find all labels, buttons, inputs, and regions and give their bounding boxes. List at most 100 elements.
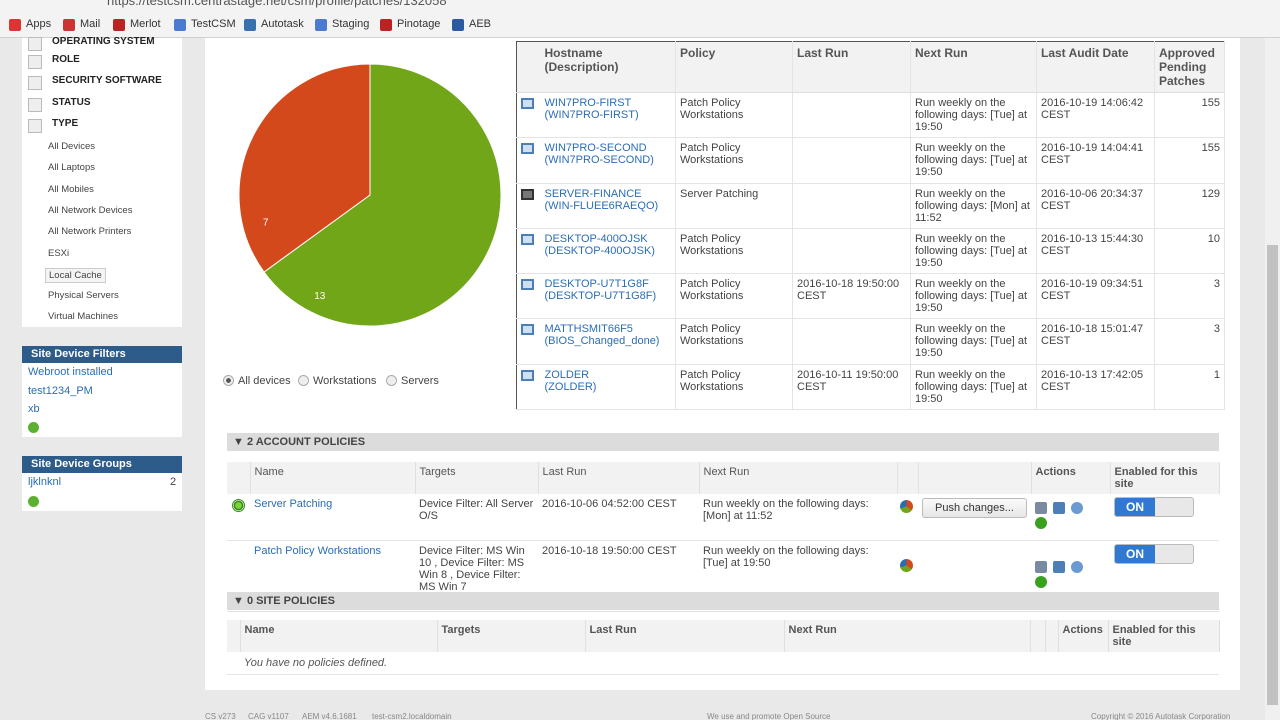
footer-text: AEM v4.6.1681 (302, 712, 357, 720)
pending-cell: 1 (1154, 364, 1225, 410)
section-bar[interactable]: ▼ 2 ACCOUNT POLICIES (227, 433, 1219, 451)
device-row: WIN7PRO-FIRST (WIN7PRO-FIRST) Patch Policy… (516, 92, 1225, 138)
filter-label[interactable]: SECURITY SOFTWARE (52, 75, 162, 86)
pending-cell: 3 (1154, 318, 1225, 365)
action-icon[interactable] (1071, 502, 1083, 514)
icon-cell (517, 274, 541, 319)
chart-icon[interactable] (900, 500, 913, 513)
policy-name[interactable]: Server Patching (254, 498, 333, 510)
hostname-link[interactable]: WIN7PRO-SECOND (544, 142, 647, 155)
bookmark[interactable]: Staging (332, 18, 370, 30)
group-link[interactable]: ljklnknl (28, 476, 62, 488)
description-link[interactable]: (WIN-FLUEE6RAEQO) (544, 199, 659, 212)
hostname-link[interactable]: ZOLDER (544, 368, 590, 381)
bookmark[interactable]: Autotask (261, 18, 304, 30)
toggle[interactable]: ON (1114, 497, 1194, 517)
radio-label[interactable]: Workstations (313, 375, 377, 387)
hostname-link[interactable]: DESKTOP-U7T1G8F (544, 278, 649, 291)
panel-title: Site Device Groups (22, 456, 182, 473)
footer-text[interactable]: We use and promote Open Source (707, 712, 831, 720)
expand-box (28, 98, 42, 112)
hostname-link[interactable]: MATTHSMIT66F5 (544, 323, 633, 336)
action-icon[interactable] (1053, 502, 1065, 514)
pie-slice[interactable] (238, 63, 371, 273)
action-icon[interactable] (1071, 561, 1083, 573)
address-url: https://testcsm.centrastage.net/csm/prof… (107, 0, 447, 8)
bookmark-icon (452, 19, 464, 31)
device-row: SERVER-FINANCE (WIN-FLUEE6RAEQO) Server Pa… (516, 183, 1225, 229)
toggle[interactable]: ON (1114, 544, 1194, 564)
push-button[interactable]: Push changes... (922, 498, 1027, 518)
bookmark-icon (9, 19, 21, 31)
hostname-link[interactable]: WIN7PRO-FIRST (544, 97, 632, 109)
filter-label[interactable]: ROLE (52, 54, 80, 65)
icon-cell (517, 364, 541, 409)
section-bar[interactable]: ▼ 0 SITE POLICIES (227, 592, 1219, 610)
last-audit-cell: 2016-10-19 14:04:41 CEST (1036, 137, 1155, 184)
targets: Device Filter: All Server O/S (419, 498, 534, 522)
last-run-cell (792, 92, 911, 138)
type-item[interactable]: All Network Devices (48, 204, 133, 216)
description-link[interactable]: (WIN7PRO-SECOND) (544, 154, 654, 167)
filter-label[interactable]: TYPE (52, 118, 79, 129)
bookmark[interactable]: AEB (469, 18, 492, 30)
pie-label: 13 (314, 291, 326, 302)
add-icon[interactable] (28, 422, 39, 433)
next-run-cell: Run weekly on the following days: [Tue] … (910, 228, 1037, 274)
next-run-cell: Run weekly on the following days: [Tue] … (910, 364, 1037, 410)
action-icon[interactable] (1035, 576, 1047, 588)
header-cell: Last Run (538, 462, 700, 494)
device-icon (521, 143, 534, 155)
type-item[interactable]: All Laptops (48, 162, 96, 174)
chart-icon[interactable] (900, 559, 913, 572)
filter-link[interactable]: xb (28, 403, 40, 415)
radio[interactable] (223, 375, 234, 386)
bookmark[interactable]: Apps (26, 18, 52, 30)
description-link[interactable]: (WIN7PRO-FIRST) (544, 109, 639, 121)
description-link[interactable]: (BIOS_Changed_done) (544, 335, 660, 348)
action-icon[interactable] (1035, 561, 1047, 573)
action-icon[interactable] (1035, 517, 1047, 529)
filter-link[interactable]: test1234_PM (28, 384, 93, 397)
radio[interactable] (298, 375, 309, 386)
add-icon[interactable] (28, 496, 39, 507)
type-item[interactable]: All Mobiles (48, 183, 94, 195)
policy-name[interactable]: Patch Policy Workstations (254, 545, 381, 557)
radio-label[interactable]: Servers (401, 375, 439, 387)
description-link[interactable]: (DESKTOP-U7T1G8F) (544, 290, 657, 303)
policy-cell: Server Patching (675, 183, 793, 229)
header-cell: Enabled for this site (1110, 462, 1220, 494)
action-icon[interactable] (1035, 502, 1047, 514)
pie-slice[interactable] (263, 63, 502, 327)
filter-label[interactable]: OPERATING SYSTEM (52, 36, 155, 47)
hostname-link[interactable]: SERVER-FINANCE (544, 187, 642, 200)
action-icon[interactable] (1053, 561, 1065, 573)
actions-cell (1031, 494, 1110, 541)
policy-cell: Patch Policy Workstations (675, 92, 793, 138)
header-cell: Hostname (Description) (540, 41, 676, 93)
next-run-cell: Run weekly on the following days: [Tue] … (910, 273, 1037, 319)
bookmark[interactable]: TestCSM (191, 18, 236, 30)
footer-text: test-csm2.localdomain (372, 712, 452, 720)
filter-label[interactable]: STATUS (52, 97, 91, 108)
radio-label[interactable]: All devices (238, 375, 291, 387)
filter-link[interactable]: Webroot installed (28, 366, 113, 378)
bookmark[interactable]: Mail (80, 18, 101, 30)
last-run-cell (792, 318, 911, 365)
description-link[interactable]: (ZOLDER) (544, 380, 597, 393)
header-cell: Last Audit Date (1036, 41, 1155, 93)
type-item[interactable]: All Devices (48, 141, 95, 152)
type-item[interactable]: ESXi (48, 247, 70, 259)
type-item[interactable]: Virtual Machines (48, 311, 119, 323)
policies-table: Name Targets Last Run Next Run Actions Enable… (227, 462, 1220, 612)
type-item[interactable]: Local Cache (45, 267, 106, 283)
type-item[interactable]: All Network Printers (48, 226, 132, 238)
hostname-link[interactable]: DESKTOP-400OJSK (544, 232, 648, 245)
type-item[interactable]: Physical Servers (48, 290, 119, 302)
bookmark[interactable]: Merlot (130, 18, 161, 30)
pending-cell: 10 (1154, 228, 1225, 274)
radio[interactable] (386, 375, 397, 386)
description-link[interactable]: (DESKTOP-400OJSK) (544, 244, 655, 257)
bookmark[interactable]: Pinotage (397, 18, 441, 30)
icon-cell (517, 183, 541, 228)
